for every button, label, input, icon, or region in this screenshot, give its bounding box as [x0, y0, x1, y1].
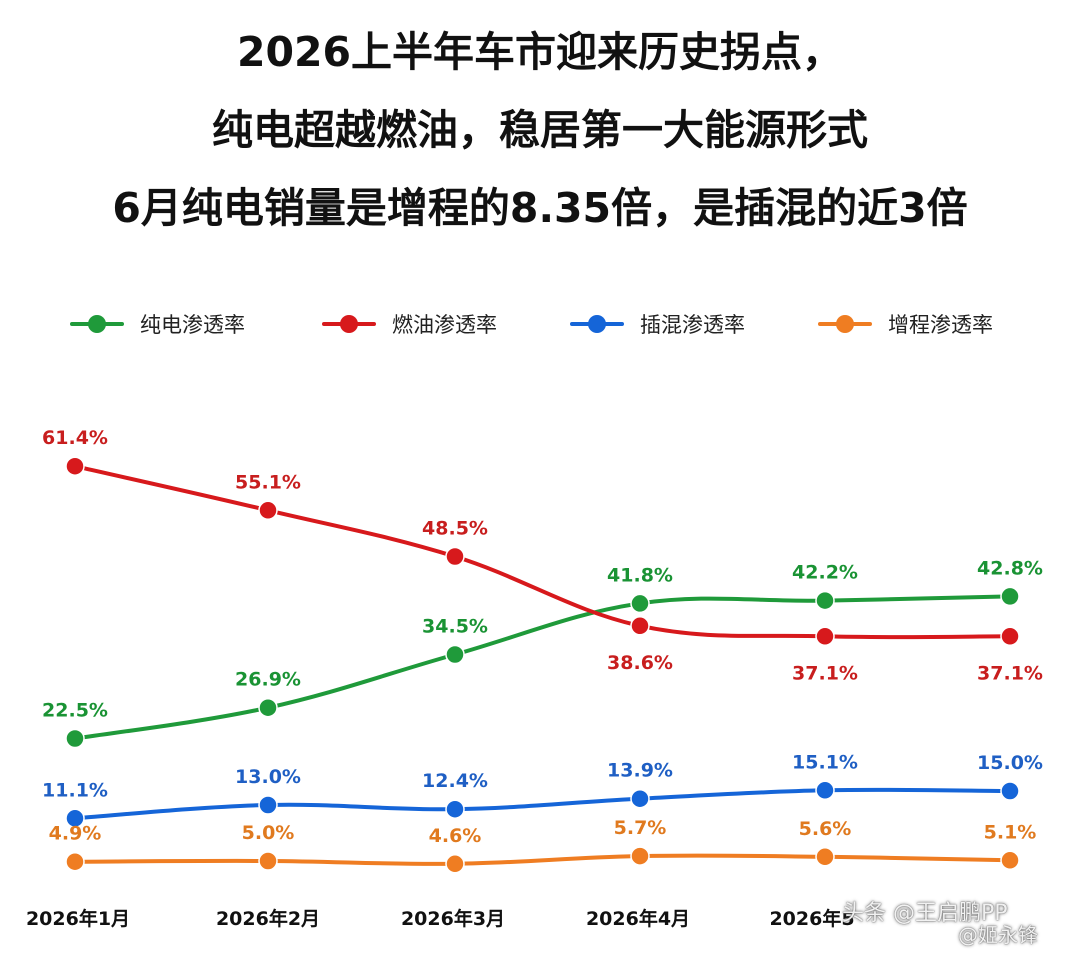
point-bev-2: [258, 697, 278, 718]
data-label-erev-3: 4.6%: [429, 825, 482, 847]
data-label-bev-4: 41.8%: [607, 564, 673, 586]
line-chart: 22.5% 26.9% 34.5% 41.8% 42.2% 42.8% 61.4% 55.1%…: [26, 427, 1043, 930]
x-tick-label-4: 2026年4月: [586, 907, 690, 930]
legend-item-bev: 纯电渗透率: [70, 306, 245, 342]
legend-item-phev: 插混渗透率: [570, 306, 745, 342]
data-label-erev-1: 4.9%: [49, 823, 102, 845]
point-erev-4: [630, 846, 650, 866]
series-markers: [65, 456, 1020, 874]
x-tick-label-1: 2026年1月: [26, 907, 130, 930]
data-label-erev-2: 5.0%: [242, 822, 295, 844]
data-label-ice-2: 55.1%: [235, 471, 301, 493]
title-line-1: 2026上半年车市迎来历史拐点，: [236, 28, 844, 76]
legend-swatch-erev: [818, 306, 872, 342]
series-line-ice: [73, 464, 1012, 640]
point-bev-3: [445, 644, 465, 665]
legend-label-ice: 燃油渗透率: [392, 313, 497, 337]
point-erev-6: [1000, 850, 1020, 871]
data-label-ice-6: 37.1%: [977, 662, 1043, 684]
data-label-ice-4: 38.6%: [607, 652, 673, 674]
data-label-erev-5: 5.6%: [799, 818, 852, 840]
data-label-erev-6: 5.1%: [984, 821, 1037, 843]
data-label-phev-1: 11.1%: [42, 779, 108, 801]
point-phev-4: [630, 788, 650, 809]
point-bev-4: [630, 593, 650, 614]
point-phev-2: [258, 795, 278, 815]
point-ice-2: [258, 500, 278, 521]
data-labels: 22.5% 26.9% 34.5% 41.8% 42.2% 42.8% 61.4% 55.1%…: [42, 427, 1043, 847]
legend-item-erev: 增程渗透率: [818, 306, 993, 342]
data-label-bev-5: 42.2%: [792, 562, 858, 584]
point-ice-5: [815, 626, 835, 647]
point-erev-2: [258, 851, 278, 871]
data-label-phev-5: 15.1%: [792, 751, 858, 773]
title-line-3: 6月纯电销量是增程的8.35倍，是插混的近3倍: [112, 184, 968, 232]
legend: 纯电渗透率 燃油渗透率 插混渗透率 增程渗透率: [70, 306, 1070, 342]
legend-label-phev: 插混渗透率: [640, 313, 745, 337]
x-tick-label-5: 2026年5: [769, 907, 854, 930]
point-phev-3: [445, 799, 465, 819]
x-tick-label-3: 2026年3月: [401, 907, 505, 930]
data-label-phev-3: 12.4%: [422, 770, 488, 792]
point-phev-6: [1000, 781, 1020, 801]
point-ice-3: [445, 546, 465, 567]
chart-title: 2026上半年车市迎来历史拐点， 纯电超越燃油，稳居第一大能源形式 6月纯电销量…: [0, 30, 1080, 264]
point-erev-5: [815, 847, 835, 867]
point-erev-1: [65, 851, 85, 872]
x-tick-label-2: 2026年2月: [216, 907, 320, 930]
data-label-bev-1: 22.5%: [42, 700, 108, 722]
point-bev-5: [815, 590, 835, 611]
point-erev-3: [445, 854, 465, 874]
data-label-bev-3: 34.5%: [422, 616, 488, 638]
series-line-phev: [73, 787, 1012, 821]
data-label-erev-4: 5.7%: [614, 817, 667, 839]
x-axis: 2026年1月 2026年2月 2026年3月 2026年4月 2026年5: [26, 907, 855, 930]
legend-swatch-bev: [70, 306, 124, 342]
watermark-secondary: @姬永锋: [958, 923, 1038, 947]
legend-label-erev: 增程渗透率: [888, 313, 993, 337]
legend-item-ice: 燃油渗透率: [322, 306, 497, 342]
data-label-bev-6: 42.8%: [977, 557, 1043, 579]
data-label-phev-2: 13.0%: [235, 766, 301, 788]
data-label-ice-3: 48.5%: [422, 518, 488, 540]
point-ice-1: [65, 456, 85, 476]
data-label-phev-6: 15.0%: [977, 752, 1043, 774]
series-line-erev: [73, 853, 1012, 866]
point-phev-1: [65, 808, 85, 829]
legend-swatch-phev: [570, 306, 624, 342]
series-line-bev: [73, 594, 1012, 741]
point-bev-1: [65, 728, 85, 749]
point-ice-6: [1000, 626, 1020, 647]
data-label-bev-2: 26.9%: [235, 669, 301, 691]
series-lines: [73, 464, 1012, 866]
data-label-phev-4: 13.9%: [607, 760, 673, 782]
watermark-primary: 头条 @王启鹏PP: [842, 901, 1008, 926]
data-label-ice-5: 37.1%: [792, 662, 858, 684]
data-label-ice-1: 61.4%: [42, 427, 108, 449]
title-line-2: 纯电超越燃油，稳居第一大能源形式: [212, 106, 868, 154]
point-ice-4: [630, 616, 650, 636]
point-phev-5: [815, 780, 835, 801]
point-bev-6: [1000, 586, 1020, 607]
legend-swatch-ice: [322, 306, 376, 342]
legend-label-bev: 纯电渗透率: [140, 313, 245, 337]
